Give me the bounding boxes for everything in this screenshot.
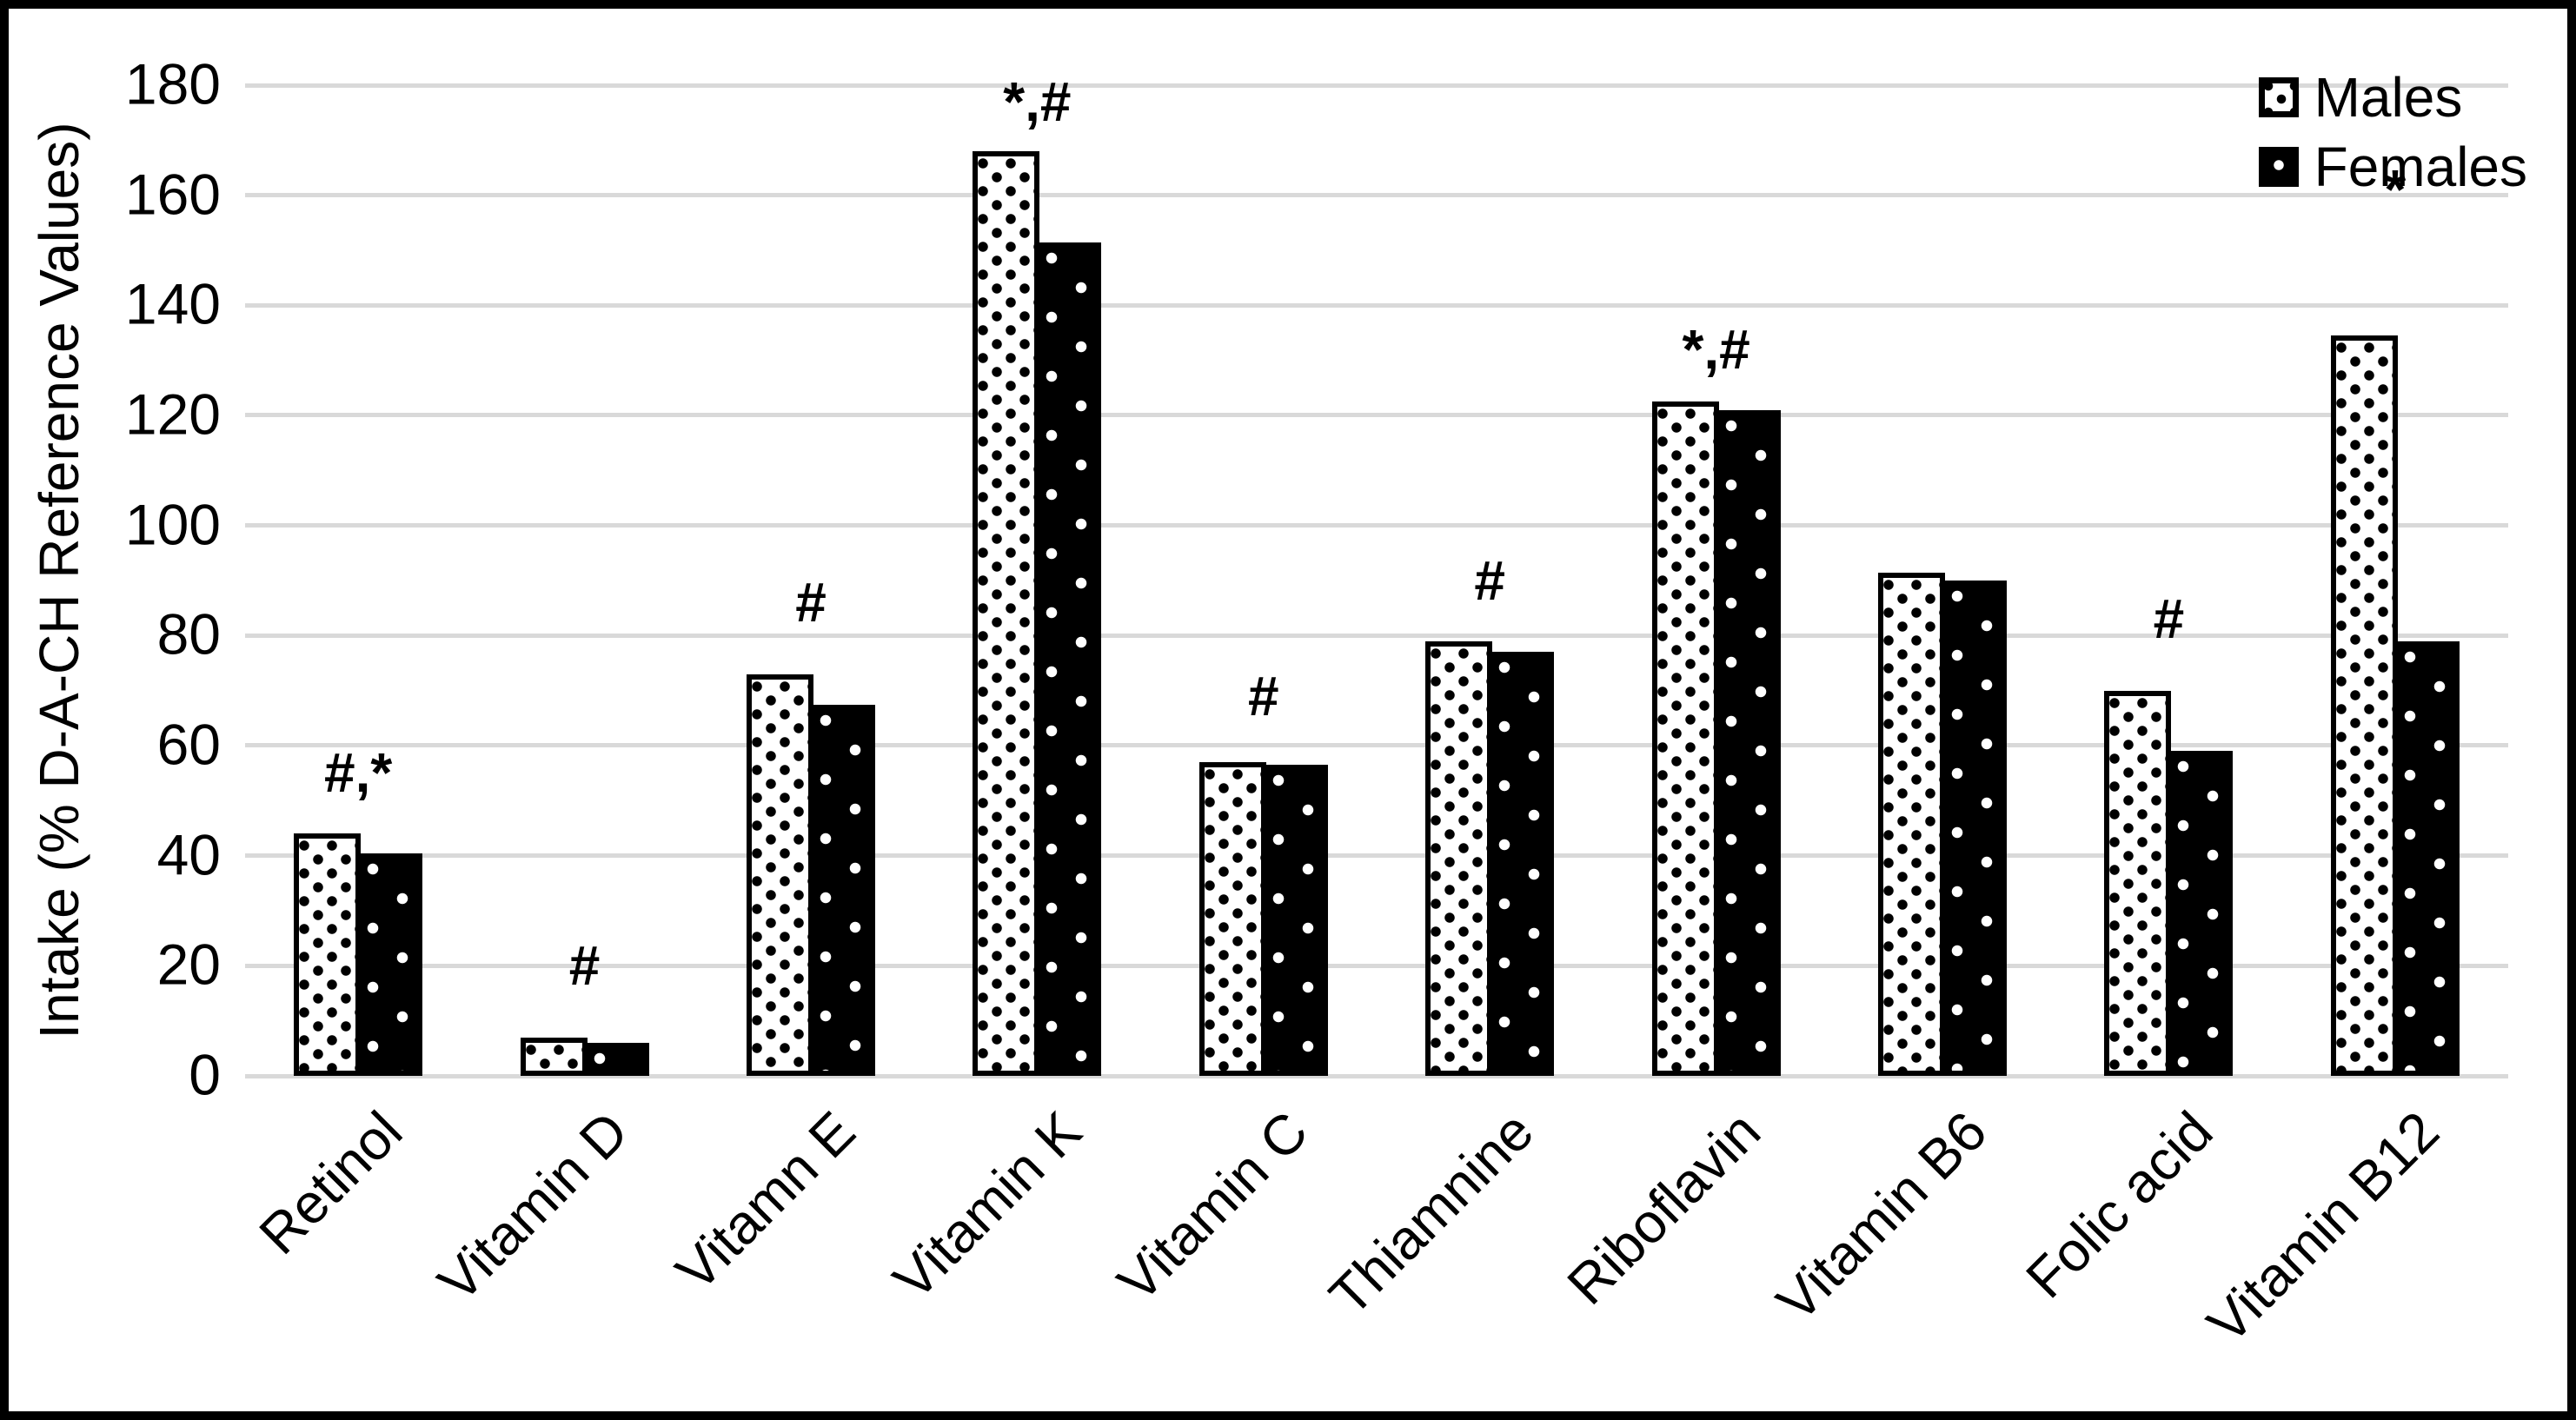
y-tick-label: 80: [156, 602, 221, 667]
female-bar-riboflavin: [1713, 409, 1781, 1076]
legend-item-females: Females: [2258, 136, 2527, 198]
significance-annotation: #: [1474, 548, 1505, 612]
x-category-label: Vitamin C: [1105, 1099, 1319, 1314]
y-tick-label: 20: [156, 932, 221, 998]
bar-group-retinol: #,*: [245, 85, 471, 1076]
y-tick-label: 120: [124, 382, 221, 447]
x-category-label: Vitamin B12: [2194, 1099, 2451, 1356]
male-bar-retinol: [294, 833, 362, 1076]
legend-item-males: Males: [2258, 66, 2527, 129]
significance-annotation: #: [568, 934, 601, 997]
female-bar-vitamin-b6: [1939, 581, 2007, 1076]
bar-group-vitamn-e: #: [698, 85, 924, 1076]
bar-group-thiamnine: #: [1377, 85, 1603, 1076]
bar-group-vitamin-b12: *: [2282, 85, 2508, 1076]
male-bar-folic-acid: [2104, 690, 2172, 1076]
male-bar-vitamin-b6: [1877, 572, 1945, 1076]
legend-label-males: Males: [2314, 66, 2463, 129]
significance-annotation: #: [1247, 664, 1279, 727]
female-bar-vitamin-k: [1034, 242, 1102, 1076]
bar-group-vitamin-c: #: [1151, 85, 1377, 1076]
significance-annotation: #: [2153, 587, 2185, 650]
y-tick-label: 140: [124, 272, 221, 337]
bar-group-vitamin-d: #: [471, 85, 697, 1076]
gridline: [245, 413, 2508, 418]
female-bar-vitamin-d: [581, 1043, 649, 1076]
female-bar-vitamin-c: [1260, 765, 1328, 1076]
male-bar-thiamnine: [1425, 640, 1493, 1076]
gridline: [245, 853, 2508, 859]
gridline: [245, 523, 2508, 528]
significance-annotation: #: [795, 571, 827, 634]
y-tick-label: 60: [156, 712, 221, 777]
male-bar-vitamn-e: [746, 674, 813, 1076]
bar-group-vitamin-k: *,#: [924, 74, 1150, 1076]
x-category-label: Riboflavin: [1555, 1099, 1772, 1317]
bar-group-folic-acid: #: [2055, 85, 2281, 1076]
y-tick-label: 40: [156, 822, 221, 887]
x-category-label: Retinol: [247, 1099, 415, 1266]
gridline: [245, 963, 2508, 968]
x-category-label: Thiamnine: [1318, 1099, 1546, 1328]
x-category-label: Vitamin B6: [1764, 1099, 1999, 1334]
bar-group-vitamin-b6: [1829, 85, 2055, 1076]
males-swatch-icon: [2258, 77, 2299, 117]
legend: Males Females: [2258, 66, 2527, 198]
bar-group-riboflavin: *,#: [1603, 85, 1829, 1076]
female-bar-vitamn-e: [807, 704, 875, 1076]
significance-annotation: *,#: [1003, 70, 1072, 133]
gridline: [245, 633, 2508, 638]
male-bar-vitamin-c: [1198, 762, 1266, 1076]
y-tick-label: 100: [124, 492, 221, 557]
y-tick-label: 180: [124, 51, 221, 116]
male-bar-vitamin-b12: [2330, 335, 2398, 1076]
gridline: [245, 743, 2508, 748]
x-category-label: Vitamin D: [426, 1099, 641, 1314]
gridline: [245, 302, 2508, 308]
female-bar-vitamin-b12: [2392, 640, 2460, 1076]
y-tick-label: 160: [124, 162, 221, 227]
legend-label-females: Females: [2314, 136, 2527, 198]
x-category-label: Vitamin K: [880, 1099, 1093, 1311]
x-category-label: Folic acid: [2014, 1099, 2225, 1311]
significance-annotation: #,*: [324, 741, 393, 805]
y-axis-title: Intake (% D-A-CH Reference Values): [28, 122, 90, 1039]
significance-annotation: *,#: [1682, 317, 1750, 381]
y-tick-label: 0: [189, 1042, 221, 1107]
gridline: [245, 1073, 2508, 1078]
female-bar-thiamnine: [1487, 652, 1555, 1076]
significance-annotation: *: [2384, 158, 2407, 221]
male-bar-vitamin-d: [520, 1037, 588, 1076]
female-bar-retinol: [355, 853, 423, 1076]
female-bar-folic-acid: [2166, 751, 2234, 1076]
gridline: [245, 83, 2508, 88]
gridline: [245, 193, 2508, 198]
x-category-label: Vitamn E: [663, 1099, 867, 1303]
male-bar-riboflavin: [1651, 401, 1719, 1076]
male-bar-vitamin-k: [973, 151, 1040, 1076]
females-swatch-icon: [2258, 147, 2299, 187]
plot-area: #,* # # *,# # # *,# # *: [245, 74, 2508, 1078]
